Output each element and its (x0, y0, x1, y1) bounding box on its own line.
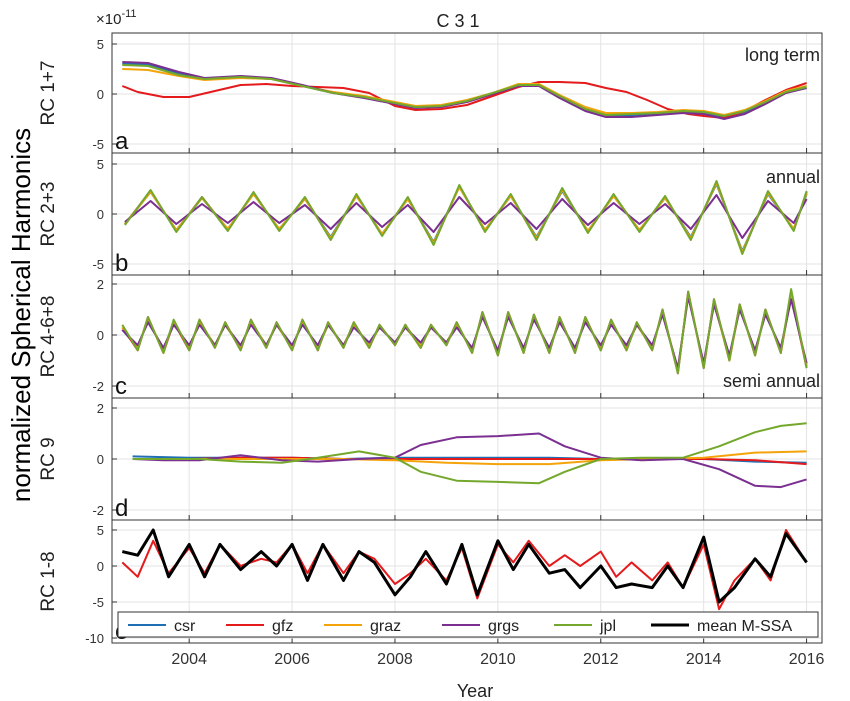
panel-b: -5 0 5 RC 2+3 b annual (38, 152, 823, 277)
x-tick-label: 2008 (377, 651, 413, 668)
series-line-graz (132, 450, 807, 466)
series-line-grgs (132, 432, 807, 489)
series-line-jpl (132, 422, 807, 485)
legend-label: jpl (599, 618, 616, 635)
legend-item-mean: mean M-SSA (651, 618, 792, 635)
panel-c: -2 0 2 RC 4-6+8 c semi annual (38, 274, 823, 400)
series-line-jpl (122, 64, 807, 117)
y-tick-label: 2 (97, 401, 104, 416)
x-tick-label: 2014 (686, 651, 722, 668)
x-tick-label: 2010 (480, 651, 516, 668)
y-tick-label: -5 (92, 137, 104, 152)
exponent-label: ×10-11 (96, 8, 137, 28)
plot-area (112, 33, 822, 153)
panel-letter: b (115, 250, 128, 277)
y-tick-label: -2 (92, 503, 104, 518)
y-tick-label: -5 (92, 257, 104, 272)
panel-d: -2 0 2 RC 9 d (38, 397, 823, 522)
legend-label: graz (370, 618, 401, 635)
panel-letter: c (115, 373, 127, 400)
panel-annotation: annual (766, 167, 820, 187)
exponent-base: ×10 (96, 11, 121, 28)
panel-annotation: semi annual (723, 371, 820, 391)
figure-ylabel: normalized Spherical Harmonics (6, 128, 36, 502)
panel-ylabel: RC 1+7 (38, 61, 59, 126)
series-line-jpl (121, 288, 808, 375)
legend-item-grgs: grgs (442, 618, 519, 635)
series-line-jpl (124, 180, 808, 255)
x-tick-label: 2006 (274, 651, 310, 668)
panel-ylabel: RC 1-8 (38, 551, 59, 611)
panels-group: -5 0 5 RC 1+7 a long term -5 0 5 RC 2+3 b annual -2 0… (38, 32, 825, 668)
panel-annotation: long term (745, 45, 820, 65)
y-tick-label: 2 (97, 277, 104, 292)
y-tick-label: 0 (97, 207, 104, 222)
legend-item-csr: csr (128, 618, 196, 635)
y-tick-label: 0 (97, 87, 104, 102)
y-tick-label: 5 (97, 157, 104, 172)
legend-item-gfz: gfz (226, 618, 293, 635)
legend-item-jpl: jpl (554, 618, 616, 635)
panel-letter: a (115, 128, 129, 155)
legend-label: grgs (488, 618, 519, 635)
panel-letter: d (115, 495, 128, 522)
y-tick-label: -2 (92, 379, 104, 394)
y-tick-label: 0 (97, 559, 104, 574)
panel-ylabel: RC 2+3 (38, 182, 59, 247)
series-line-mean (121, 528, 808, 604)
x-tick-label: 2012 (583, 651, 619, 668)
legend-label: gfz (272, 618, 293, 635)
y-tick-label: -10 (85, 631, 104, 646)
legend-label: csr (174, 618, 196, 635)
panel-ylabel: RC 4-6+8 (38, 296, 59, 378)
x-axis-label: Year (457, 681, 493, 701)
legend: csr gfz graz grgs jpl mean M-SSA (117, 611, 819, 638)
y-tick-label: 5 (97, 523, 104, 538)
y-tick-label: -5 (92, 595, 104, 610)
y-tick-label: 5 (97, 37, 104, 52)
exponent-power: -11 (121, 8, 136, 20)
x-tick-label: 2004 (171, 651, 207, 668)
y-tick-label: 0 (97, 328, 104, 343)
panel-frame (111, 519, 823, 644)
series-line-gfz (132, 456, 807, 466)
legend-item-graz: graz (324, 618, 401, 635)
panel-ylabel: RC 9 (38, 437, 59, 480)
panel-a: -5 0 5 RC 1+7 a long term (38, 32, 823, 155)
x-tick-label: 2016 (789, 651, 825, 668)
legend-label: mean M-SSA (697, 618, 792, 635)
series-line-gfz (121, 81, 807, 119)
y-tick-label: 0 (97, 452, 104, 467)
chart-title: C 3 1 (436, 11, 479, 31)
